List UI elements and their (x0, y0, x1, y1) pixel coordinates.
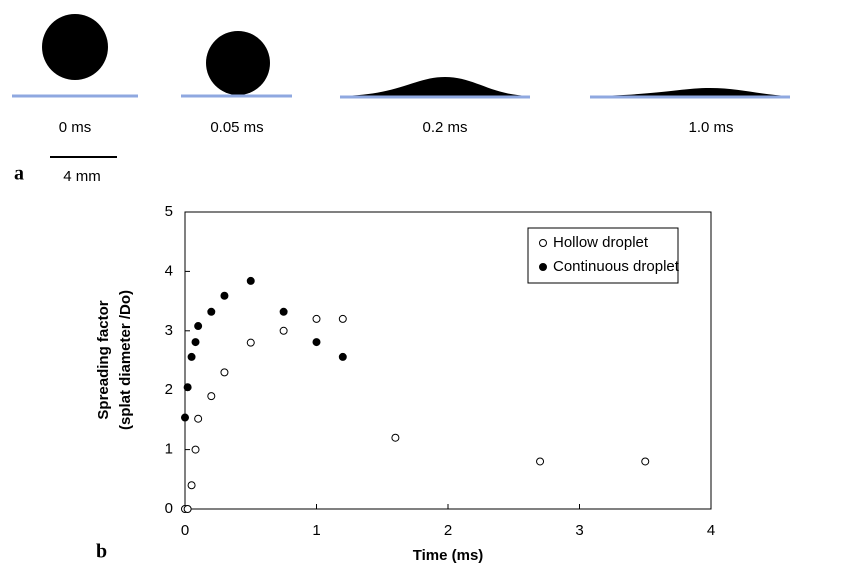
frame-label: 0.2 ms (422, 119, 467, 136)
point (220, 368, 229, 377)
x-tick-label: 2 (444, 522, 452, 539)
point (181, 413, 189, 422)
droplet (206, 31, 270, 95)
point (187, 352, 196, 361)
frame-label: 1.0 ms (688, 119, 733, 136)
point (187, 481, 196, 490)
y-tick-label: 4 (165, 262, 173, 279)
point (312, 338, 321, 347)
x-tick-label: 3 (575, 522, 583, 539)
point (641, 457, 650, 466)
point (279, 307, 288, 316)
x-tick-label: 4 (707, 522, 715, 539)
x-tick-label: 1 (312, 522, 320, 539)
scale-label: 4 mm (63, 168, 101, 185)
panel-a-images (12, 14, 790, 158)
point (312, 314, 321, 323)
frame-label: 0 ms (59, 119, 92, 136)
point (194, 322, 203, 331)
droplet (42, 14, 108, 80)
frame-label: 0.05 ms (210, 119, 263, 136)
y-tick-label: 3 (165, 322, 173, 339)
panel-label: a (14, 163, 24, 185)
splat (590, 88, 790, 96)
point (338, 352, 347, 361)
y-axis-title: (splat diameter /Do) (117, 290, 134, 430)
y-axis-title: Spreading factor (95, 300, 112, 419)
legend-label: Continuous droplet (553, 258, 680, 275)
point (536, 457, 545, 466)
point (338, 314, 347, 323)
point (183, 505, 192, 513)
legend-marker (539, 263, 547, 271)
splat (340, 77, 530, 96)
point (279, 326, 288, 335)
x-axis-title: Time (ms) (413, 547, 484, 564)
point (191, 445, 200, 454)
point (194, 414, 203, 423)
point (191, 338, 200, 347)
legend-box (527, 227, 679, 284)
y-tick-label: 2 (165, 381, 173, 398)
point (207, 392, 216, 401)
point (207, 307, 216, 316)
point (391, 433, 400, 442)
legend-label: Hollow droplet (553, 234, 649, 251)
y-tick-label: 5 (165, 203, 173, 220)
point (246, 338, 255, 347)
point (246, 276, 255, 285)
y-tick-label: 1 (165, 441, 173, 458)
point (183, 383, 192, 392)
x-tick-label: 0 (181, 522, 189, 539)
legend-marker (539, 239, 547, 247)
y-tick-label: 0 (165, 500, 173, 517)
panel-label: b (96, 541, 107, 563)
point (220, 291, 229, 300)
